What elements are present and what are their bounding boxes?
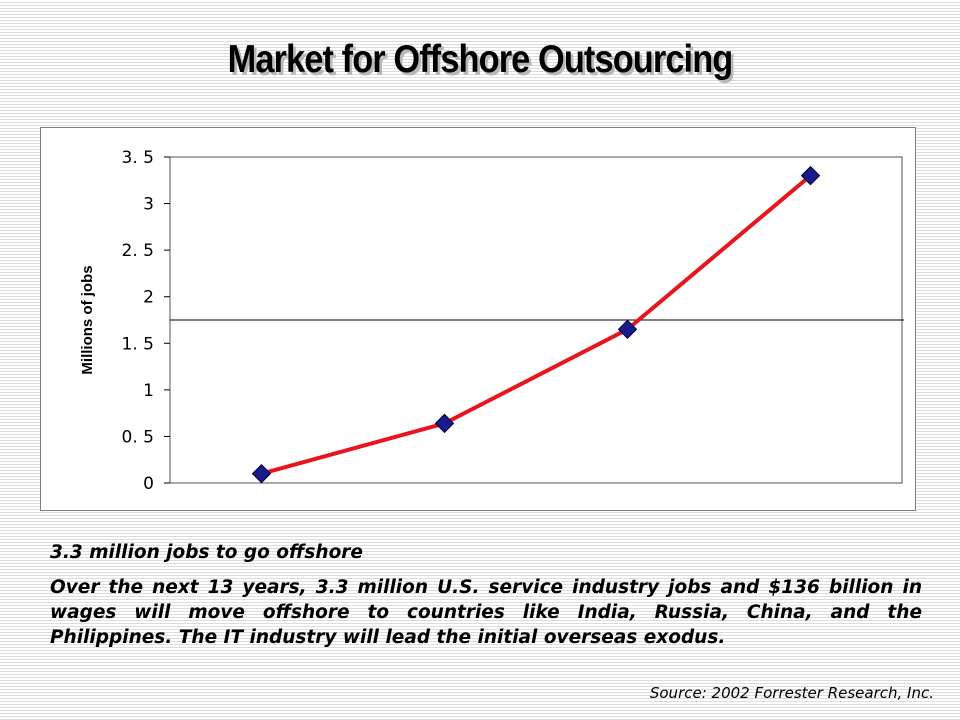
- y-tick-label: 1: [143, 381, 154, 401]
- data-point-marker: [617, 319, 638, 340]
- caption-body: Over the next 13 years, 3.3 million U.S.…: [50, 577, 922, 648]
- caption: 3.3 million jobs to go offshore Over the…: [50, 541, 922, 650]
- chart-area: 0 0. 5 1 1. 5 2 2. 5 3 3. 5 Millions of jobs: [40, 127, 916, 511]
- y-tick-label: 1. 5: [122, 334, 154, 354]
- line-chart: 0 0. 5 1 1. 5 2 2. 5 3 3. 5 Millions of jobs: [79, 148, 904, 494]
- y-tick-label: 0. 5: [122, 427, 154, 447]
- series-lines: [260, 174, 812, 476]
- caption-heading: 3.3 million jobs to go offshore: [50, 542, 363, 563]
- y-axis-title: Millions of jobs: [79, 265, 96, 374]
- data-point-marker: [800, 165, 821, 186]
- series-line: [260, 174, 812, 476]
- y-axis-tick-labels: 0 0. 5 1 1. 5 2 2. 5 3 3. 5: [122, 148, 154, 494]
- y-tick-label: 3. 5: [122, 148, 154, 168]
- data-point-marker: [434, 413, 455, 434]
- y-tick-label: 0: [143, 474, 154, 494]
- data-point-marker: [251, 463, 272, 484]
- y-tick-label: 3: [143, 195, 154, 215]
- y-tick-label: 2. 5: [122, 241, 154, 261]
- slide-title: Market for Offshore Outsourcing: [227, 38, 734, 81]
- y-axis-ticks: [164, 156, 170, 484]
- y-tick-label: 2: [143, 288, 154, 308]
- series-markers: [251, 165, 821, 484]
- source-note: Source: 2002 Forrester Research, Inc.: [649, 684, 934, 702]
